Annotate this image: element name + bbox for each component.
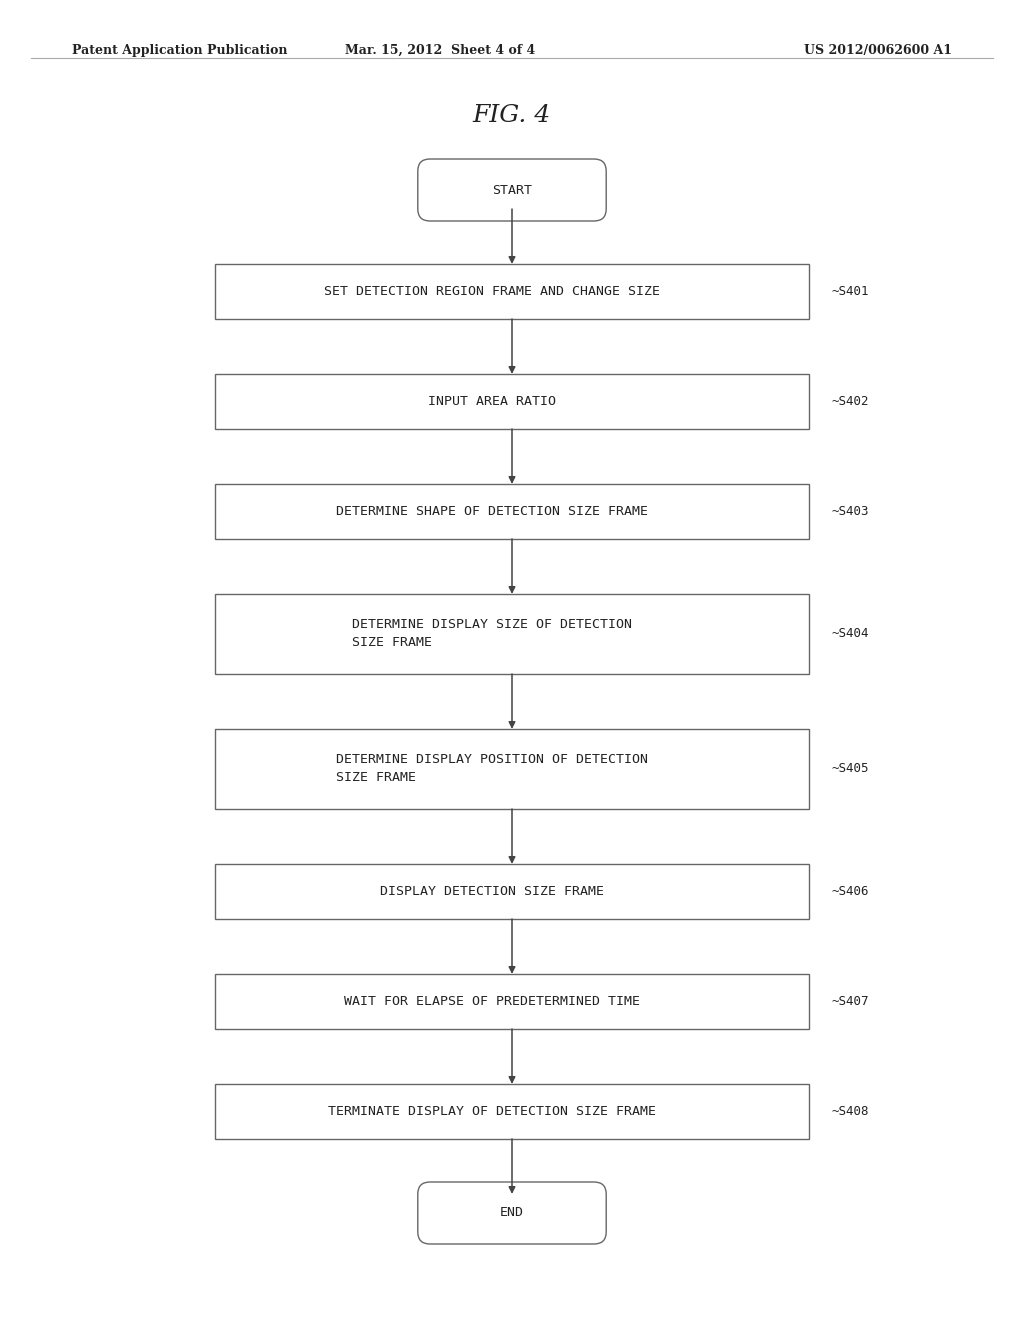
Text: START: START — [492, 183, 532, 197]
Text: TERMINATE DISPLAY OF DETECTION SIZE FRAME: TERMINATE DISPLAY OF DETECTION SIZE FRAM… — [328, 1105, 655, 1118]
Text: DETERMINE SHAPE OF DETECTION SIZE FRAME: DETERMINE SHAPE OF DETECTION SIZE FRAME — [336, 506, 647, 517]
FancyBboxPatch shape — [215, 865, 809, 919]
Text: WAIT FOR ELAPSE OF PREDETERMINED TIME: WAIT FOR ELAPSE OF PREDETERMINED TIME — [343, 995, 640, 1008]
Text: ~S404: ~S404 — [831, 627, 869, 640]
FancyBboxPatch shape — [215, 374, 809, 429]
Text: ~S408: ~S408 — [831, 1105, 869, 1118]
FancyBboxPatch shape — [215, 264, 809, 319]
FancyBboxPatch shape — [215, 484, 809, 539]
Text: Patent Application Publication: Patent Application Publication — [72, 44, 287, 57]
Text: ~S405: ~S405 — [831, 763, 869, 775]
FancyBboxPatch shape — [215, 729, 809, 809]
Text: ~S401: ~S401 — [831, 285, 869, 298]
FancyBboxPatch shape — [215, 974, 809, 1030]
Text: DETERMINE DISPLAY POSITION OF DETECTION
SIZE FRAME: DETERMINE DISPLAY POSITION OF DETECTION … — [336, 754, 647, 784]
Text: FIG. 4: FIG. 4 — [473, 103, 551, 127]
Text: INPUT AREA RATIO: INPUT AREA RATIO — [428, 395, 555, 408]
FancyBboxPatch shape — [215, 1084, 809, 1139]
Text: END: END — [500, 1206, 524, 1220]
FancyBboxPatch shape — [418, 1181, 606, 1243]
Text: DETERMINE DISPLAY SIZE OF DETECTION
SIZE FRAME: DETERMINE DISPLAY SIZE OF DETECTION SIZE… — [351, 619, 632, 649]
Text: ~S403: ~S403 — [831, 506, 869, 517]
Text: Mar. 15, 2012  Sheet 4 of 4: Mar. 15, 2012 Sheet 4 of 4 — [345, 44, 536, 57]
Text: ~S407: ~S407 — [831, 995, 869, 1008]
FancyBboxPatch shape — [418, 158, 606, 220]
Text: SET DETECTION REGION FRAME AND CHANGE SIZE: SET DETECTION REGION FRAME AND CHANGE SI… — [324, 285, 659, 298]
Text: US 2012/0062600 A1: US 2012/0062600 A1 — [804, 44, 952, 57]
Text: ~S402: ~S402 — [831, 395, 869, 408]
Text: ~S406: ~S406 — [831, 884, 869, 898]
FancyBboxPatch shape — [215, 594, 809, 675]
Text: DISPLAY DETECTION SIZE FRAME: DISPLAY DETECTION SIZE FRAME — [380, 884, 603, 898]
